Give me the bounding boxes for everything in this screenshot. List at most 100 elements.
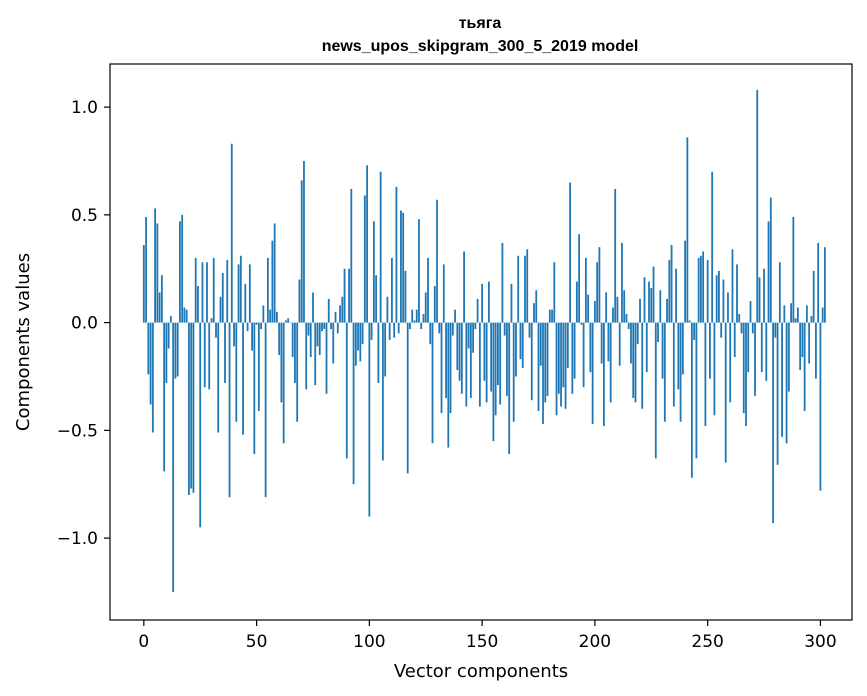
bar-1	[145, 217, 147, 323]
bar-14	[174, 322, 177, 379]
bar-6	[156, 223, 159, 323]
bar-213	[623, 290, 626, 323]
bar-224	[648, 281, 650, 323]
bar-104	[377, 322, 380, 383]
bar-103	[375, 275, 378, 323]
bar-137	[451, 322, 454, 336]
bar-298	[815, 322, 817, 379]
bar-27	[203, 322, 206, 388]
bar-188	[566, 322, 569, 368]
x-tick-label: 150	[466, 632, 498, 652]
x-tick-label: 100	[353, 632, 385, 652]
bar-244	[693, 322, 696, 340]
bar-302	[824, 247, 826, 323]
bar-174	[535, 290, 538, 323]
bar-67	[294, 322, 296, 383]
bar-151	[483, 322, 486, 381]
bar-112	[395, 186, 398, 323]
bar-233	[668, 260, 671, 323]
bar-12	[169, 316, 172, 323]
bar-182	[553, 262, 556, 323]
bar-257	[722, 279, 725, 323]
x-tick-label: 200	[579, 632, 611, 652]
bar-239	[681, 322, 684, 375]
bar-31	[212, 257, 215, 323]
bar-110	[391, 257, 393, 323]
bar-46	[246, 322, 249, 332]
bar-111	[393, 322, 396, 338]
bar-129	[433, 285, 436, 323]
bar-227	[654, 322, 657, 459]
bar-118	[409, 322, 411, 330]
y-tick-label: −0.5	[57, 421, 98, 441]
bar-243	[690, 322, 693, 478]
bar-83	[330, 322, 332, 330]
bar-158	[499, 322, 502, 405]
bar-109	[388, 322, 391, 340]
bar-82	[327, 298, 330, 323]
bar-74	[309, 322, 312, 358]
bar-165	[515, 322, 517, 377]
bar-254	[715, 275, 718, 323]
bar-163	[510, 283, 513, 323]
bar-93	[352, 322, 355, 485]
bar-125	[424, 292, 427, 323]
bar-226	[652, 266, 655, 323]
bar-167	[519, 322, 522, 360]
bar-235	[672, 322, 675, 407]
bar-183	[555, 322, 558, 416]
bar-62	[282, 322, 285, 444]
bar-199	[591, 322, 594, 424]
bar-208	[612, 307, 614, 323]
bar-87	[339, 305, 341, 323]
bar-217	[632, 322, 635, 399]
bar-185	[560, 322, 562, 407]
bar-294	[805, 305, 808, 323]
bar-79	[321, 322, 323, 332]
bar-211	[618, 322, 621, 366]
bar-144	[467, 322, 470, 349]
bar-4	[151, 322, 154, 433]
bar-203	[600, 322, 603, 364]
bar-159	[501, 242, 504, 323]
bar-69	[298, 279, 301, 323]
bar-100	[368, 322, 371, 517]
bar-124	[422, 313, 425, 323]
bar-101	[370, 322, 373, 340]
bar-28	[206, 262, 208, 323]
bar-166	[517, 255, 520, 323]
bar-72	[305, 322, 308, 390]
bar-277	[767, 221, 770, 323]
bar-114	[400, 210, 402, 323]
bar-291	[799, 322, 802, 371]
bar-269	[749, 301, 752, 323]
bar-270	[751, 322, 754, 334]
bar-295	[808, 322, 811, 364]
bar-33	[217, 322, 220, 433]
bar-279	[772, 322, 774, 524]
bar-191	[573, 322, 576, 379]
bar-76	[314, 322, 317, 386]
bar-113	[397, 322, 400, 334]
bar-156	[494, 322, 497, 416]
bar-99	[366, 165, 368, 323]
bar-150	[481, 283, 484, 323]
bar-54	[264, 322, 267, 498]
bar-0	[142, 245, 145, 323]
bar-260	[729, 322, 732, 403]
bar-140	[458, 322, 461, 381]
bar-17	[181, 214, 184, 323]
bar-225	[650, 288, 653, 323]
bar-123	[420, 322, 423, 330]
bar-126	[427, 257, 429, 323]
bar-42	[237, 264, 240, 323]
plot-frame	[109, 63, 853, 621]
bar-248	[702, 251, 705, 323]
bar-293	[803, 322, 806, 411]
bar-71	[303, 160, 305, 323]
bar-20	[188, 322, 190, 495]
x-tick-label: 250	[691, 632, 723, 652]
bar-228	[657, 322, 659, 342]
bar-127	[429, 322, 432, 345]
bar-216	[630, 322, 632, 364]
